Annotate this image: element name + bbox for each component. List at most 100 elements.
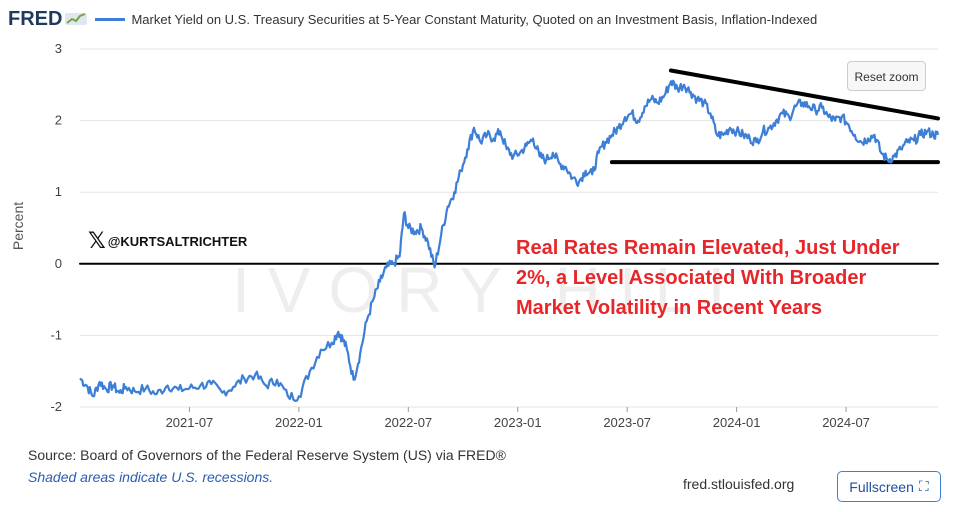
data-point[interactable] bbox=[133, 389, 137, 393]
data-point[interactable] bbox=[446, 205, 450, 209]
data-point[interactable] bbox=[735, 129, 739, 133]
data-point[interactable] bbox=[352, 378, 356, 382]
data-point[interactable] bbox=[787, 115, 791, 119]
data-point[interactable] bbox=[912, 139, 916, 143]
data-point[interactable] bbox=[413, 230, 417, 234]
data-point[interactable] bbox=[308, 369, 312, 373]
data-point[interactable] bbox=[187, 386, 191, 390]
data-point[interactable] bbox=[98, 380, 102, 384]
data-point[interactable] bbox=[391, 262, 395, 266]
data-point[interactable] bbox=[426, 240, 430, 244]
data-point[interactable] bbox=[597, 151, 601, 155]
data-point[interactable] bbox=[722, 133, 726, 137]
data-point[interactable] bbox=[925, 129, 929, 133]
data-point[interactable] bbox=[336, 330, 340, 334]
data-point[interactable] bbox=[676, 86, 680, 90]
data-point[interactable] bbox=[708, 111, 712, 115]
data-point[interactable] bbox=[242, 376, 246, 380]
data-point[interactable] bbox=[590, 172, 594, 176]
data-point[interactable] bbox=[231, 385, 235, 389]
data-point[interactable] bbox=[702, 101, 706, 105]
data-point[interactable] bbox=[78, 376, 82, 380]
data-point[interactable] bbox=[104, 387, 108, 391]
data-point[interactable] bbox=[932, 133, 936, 137]
data-point[interactable] bbox=[358, 351, 362, 355]
series-line[interactable] bbox=[79, 79, 940, 402]
data-point[interactable] bbox=[761, 129, 765, 133]
data-point[interactable] bbox=[557, 162, 561, 166]
data-point[interactable] bbox=[525, 144, 529, 148]
data-point[interactable] bbox=[715, 133, 719, 137]
reset-zoom-button[interactable]: Reset zoom bbox=[847, 61, 926, 91]
data-point[interactable] bbox=[682, 83, 686, 87]
data-point[interactable] bbox=[492, 137, 496, 141]
data-point[interactable] bbox=[754, 140, 758, 144]
data-point[interactable] bbox=[892, 154, 896, 158]
data-point[interactable] bbox=[459, 169, 463, 173]
data-point[interactable] bbox=[571, 176, 575, 180]
data-point[interactable] bbox=[800, 101, 804, 105]
data-point[interactable] bbox=[833, 119, 837, 123]
data-point[interactable] bbox=[419, 226, 423, 230]
data-point[interactable] bbox=[768, 126, 772, 130]
data-point[interactable] bbox=[177, 388, 181, 392]
data-point[interactable] bbox=[166, 384, 170, 388]
data-point[interactable] bbox=[551, 151, 555, 155]
data-point[interactable] bbox=[117, 391, 121, 395]
data-point[interactable] bbox=[905, 140, 909, 144]
data-point[interactable] bbox=[564, 165, 568, 169]
data-point[interactable] bbox=[577, 180, 581, 184]
data-point[interactable] bbox=[286, 394, 290, 398]
data-point[interactable] bbox=[511, 154, 515, 158]
data-point[interactable] bbox=[859, 140, 863, 144]
data-point[interactable] bbox=[253, 373, 257, 377]
data-point[interactable] bbox=[155, 392, 159, 396]
data-point[interactable] bbox=[623, 115, 627, 119]
data-point[interactable] bbox=[371, 298, 375, 302]
data-point[interactable] bbox=[209, 382, 213, 386]
data-point[interactable] bbox=[879, 151, 883, 155]
data-point[interactable] bbox=[656, 101, 660, 105]
data-point[interactable] bbox=[264, 384, 268, 388]
data-point[interactable] bbox=[220, 391, 224, 395]
data-point[interactable] bbox=[669, 79, 673, 83]
data-point[interactable] bbox=[479, 140, 483, 144]
data-point[interactable] bbox=[649, 97, 653, 101]
data-point[interactable] bbox=[636, 119, 640, 123]
fullscreen-button[interactable]: Fullscreen ⛶ bbox=[837, 471, 941, 502]
data-point[interactable] bbox=[275, 378, 279, 382]
data-point[interactable] bbox=[319, 348, 323, 352]
data-point[interactable] bbox=[365, 319, 369, 323]
data-point[interactable] bbox=[544, 158, 548, 162]
data-point[interactable] bbox=[111, 384, 115, 388]
data-point[interactable] bbox=[866, 137, 870, 141]
data-point[interactable] bbox=[402, 212, 406, 216]
data-point[interactable] bbox=[341, 337, 345, 341]
data-point[interactable] bbox=[433, 265, 437, 269]
data-point[interactable] bbox=[330, 341, 334, 345]
data-point[interactable] bbox=[936, 133, 940, 137]
data-point[interactable] bbox=[398, 255, 402, 259]
data-point[interactable] bbox=[144, 386, 148, 390]
data-point[interactable] bbox=[538, 154, 542, 158]
data-point[interactable] bbox=[662, 94, 666, 98]
data-point[interactable] bbox=[465, 147, 469, 151]
data-point[interactable] bbox=[498, 129, 502, 133]
data-point[interactable] bbox=[728, 126, 732, 130]
data-point[interactable] bbox=[584, 169, 588, 173]
data-point[interactable] bbox=[610, 133, 614, 137]
data-point[interactable] bbox=[774, 119, 778, 123]
data-point[interactable] bbox=[689, 90, 693, 94]
data-point[interactable] bbox=[198, 384, 202, 388]
source-text[interactable]: Source: Board of Governors of the Federa… bbox=[28, 447, 506, 463]
data-point[interactable] bbox=[505, 147, 509, 151]
data-point[interactable] bbox=[384, 265, 388, 269]
data-point[interactable] bbox=[846, 122, 850, 126]
fred-logo[interactable]: FRED bbox=[8, 7, 63, 30]
data-point[interactable] bbox=[919, 133, 923, 137]
data-point[interactable] bbox=[840, 115, 844, 119]
data-point[interactable] bbox=[406, 226, 410, 230]
data-point[interactable] bbox=[485, 133, 489, 137]
data-point[interactable] bbox=[378, 280, 382, 284]
data-point[interactable] bbox=[643, 104, 647, 108]
